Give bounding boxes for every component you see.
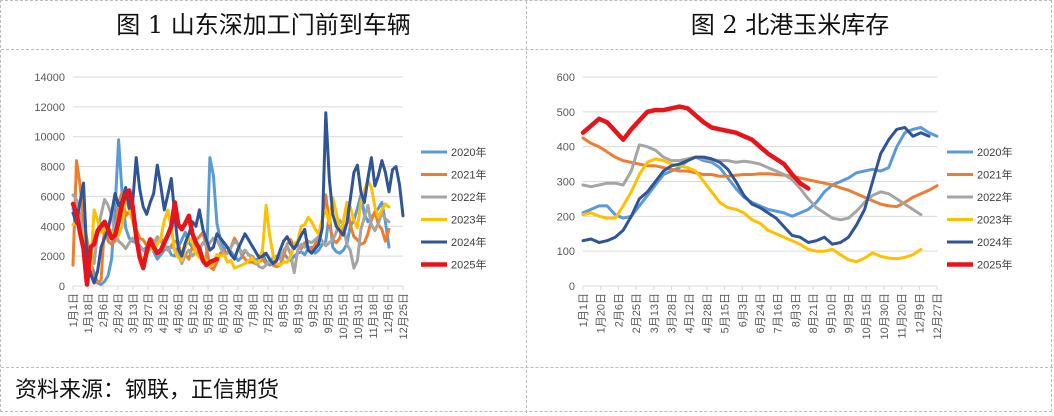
series-line-2022年	[71, 193, 391, 275]
y-tick-label: 600	[557, 72, 575, 84]
series-line-2025年	[580, 104, 811, 191]
series-line-2021年	[581, 136, 939, 209]
x-tick-label: 10月15日	[338, 293, 350, 339]
data-source: 资料来源：钢联，正信期货	[15, 378, 280, 403]
y-tick-label: 400	[557, 142, 575, 154]
x-tick-label: 10月30日	[879, 293, 891, 339]
y-tick-label: 6000	[41, 191, 65, 203]
y-tick-label: 0	[59, 281, 65, 293]
series-line-2025年	[70, 188, 220, 287]
left-chart-title: 图 1 山东深加工门前到车辆	[116, 11, 411, 39]
x-tick-label: 8月19日	[293, 293, 305, 333]
y-tick-label: 300	[557, 177, 575, 189]
x-tick-label: 3月13日	[128, 293, 140, 333]
legend-label: 2025年	[977, 258, 1012, 272]
legend-label: 2023年	[977, 213, 1012, 227]
legend-label: 2024年	[977, 235, 1012, 249]
series-line-2024年	[71, 111, 405, 285]
series-line-2022年	[581, 143, 923, 222]
left-chart-cell: 0 2000 4000 6000 8000 10000 12000 14000 1月1日 1月18…	[1, 49, 526, 367]
x-tick-label: 12月25日	[398, 293, 410, 339]
y-tick-label: 8000	[41, 162, 65, 174]
y-tick-label: 500	[557, 107, 575, 119]
x-tick-label: 6月24日	[233, 293, 245, 333]
x-tick-label: 9月2日	[308, 293, 320, 327]
inventory-line-chart: 0 100 200 300 400 500 600 1月1日 1月20日 2月6日 2月25日 3月1…	[557, 72, 1013, 339]
x-tick-label: 4月12日	[158, 293, 170, 333]
x-tick-label: 1月20日	[596, 293, 608, 333]
x-tick-label: 1月18日	[83, 293, 95, 333]
x-tick-label: 7月22日	[263, 293, 275, 333]
x-tick-label: 9月29日	[844, 293, 856, 333]
x-tick-label: 1月1日	[68, 293, 80, 327]
footer-row: 资料来源：钢联，正信期货	[1, 367, 1053, 414]
legend-label: 2021年	[451, 168, 486, 182]
y-tick-label: 14000	[34, 72, 65, 84]
x-tick-label: 2月6日	[98, 293, 110, 327]
x-tick-label: 7月16日	[773, 293, 785, 333]
x-tick-label: 4月12日	[684, 293, 696, 333]
legend-label: 2024年	[451, 235, 486, 249]
x-tick-label: 11月18日	[368, 293, 380, 339]
x-tick-label: 2月25日	[631, 293, 643, 333]
x-tick-label: 12月27日	[932, 293, 944, 339]
x-tick-label: 2月6日	[613, 293, 625, 327]
series-line-2024年	[581, 126, 931, 246]
arrivals-line-chart: 0 2000 4000 6000 8000 10000 12000 14000 1月1日 1月18…	[34, 72, 486, 339]
x-tick-label: 11月20日	[897, 293, 909, 339]
y-tick-label: 0	[569, 281, 575, 293]
x-tick-label: 9月10日	[826, 293, 838, 333]
x-tick-label: 4月28日	[702, 293, 714, 333]
x-tick-label: 3月27日	[143, 293, 155, 333]
y-tick-label: 2000	[41, 251, 65, 263]
x-tick-label: 8月3日	[790, 293, 802, 327]
y-tick-label: 4000	[41, 221, 65, 233]
y-tick-label: 200	[557, 211, 575, 223]
right-chart-title: 图 2 北港玉米库存	[690, 11, 890, 39]
legend-label: 2021年	[977, 168, 1012, 182]
x-tick-label: 10月31日	[353, 293, 365, 339]
column-divider	[526, 1, 527, 413]
x-tick-label: 3月28日	[667, 293, 679, 333]
title-row: 图 1 山东深加工门前到车辆 图 2 北港玉米库存	[1, 1, 1053, 50]
x-tick-label: 12月6日	[383, 293, 395, 333]
x-tick-label: 5月12日	[188, 293, 200, 333]
series-line-2023年	[581, 157, 923, 264]
x-tick-label: 4月26日	[173, 293, 185, 333]
x-tick-label: 1月1日	[578, 293, 590, 327]
series-line-2020年	[581, 126, 939, 220]
x-tick-label: 5月26日	[203, 293, 215, 333]
y-tick-label: 12000	[34, 102, 65, 114]
legend-label: 2020年	[451, 145, 486, 159]
x-tick-label: 7月8日	[248, 293, 260, 327]
x-tick-label: 12月9日	[914, 293, 926, 333]
legend-label: 2020年	[977, 145, 1012, 159]
x-tick-label: 9月25日	[323, 293, 335, 333]
legend-label: 2025年	[451, 258, 486, 272]
x-tick-label: 5月15日	[720, 293, 732, 333]
x-tick-label: 8月21日	[808, 293, 820, 333]
y-tick-label: 100	[557, 246, 575, 258]
x-tick-label: 10月15日	[861, 293, 873, 339]
x-tick-label: 8月5日	[278, 293, 290, 327]
x-tick-label: 6月3日	[737, 293, 749, 327]
x-tick-label: 2月24日	[113, 293, 125, 333]
legend-label: 2022年	[451, 190, 486, 204]
y-tick-label: 10000	[34, 132, 65, 144]
x-tick-label: 6月10日	[218, 293, 230, 333]
x-tick-label: 3月13日	[649, 293, 661, 333]
right-chart-cell: 0 100 200 300 400 500 600 1月1日 1月20日 2月6日 2月25日 3月1…	[527, 49, 1053, 367]
legend-label: 2023年	[451, 213, 486, 227]
legend-label: 2022年	[977, 190, 1012, 204]
x-tick-label: 6月24日	[755, 293, 767, 333]
